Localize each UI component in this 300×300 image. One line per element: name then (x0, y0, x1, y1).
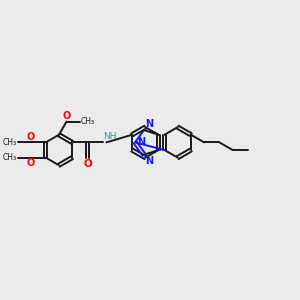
Text: O: O (26, 158, 34, 169)
Text: CH₃: CH₃ (80, 117, 94, 126)
Text: O: O (62, 111, 71, 121)
Text: N: N (145, 119, 153, 129)
Text: O: O (83, 159, 92, 169)
Text: CH₃: CH₃ (3, 153, 17, 162)
Text: NH: NH (103, 132, 116, 141)
Text: N: N (145, 155, 153, 166)
Text: O: O (26, 131, 34, 142)
Text: N: N (137, 137, 145, 147)
Text: CH₃: CH₃ (3, 138, 17, 147)
